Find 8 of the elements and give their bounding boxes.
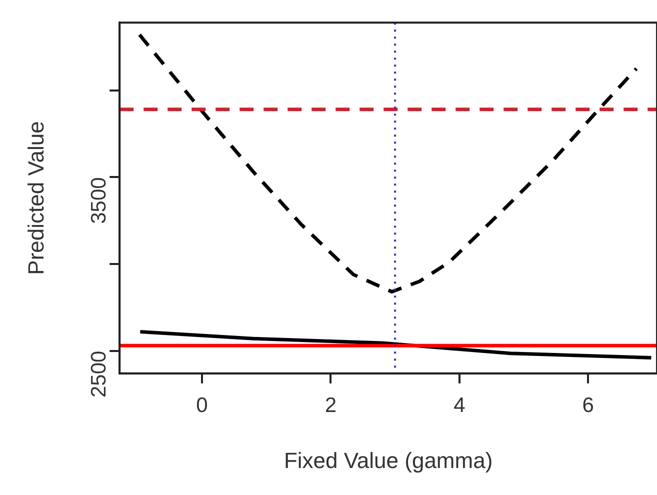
y-tick-label: 3500 bbox=[87, 177, 110, 224]
y-tick-label: 2500 bbox=[87, 350, 110, 398]
x-tick-label: 6 bbox=[582, 394, 594, 417]
x-axis-title: Fixed Value (gamma) bbox=[284, 448, 493, 473]
x-tick-label: 4 bbox=[454, 394, 466, 417]
x-tick-label: 2 bbox=[324, 394, 337, 417]
y-axis-title: Predicted Value bbox=[23, 121, 48, 275]
x-tick-label: 0 bbox=[196, 394, 208, 417]
